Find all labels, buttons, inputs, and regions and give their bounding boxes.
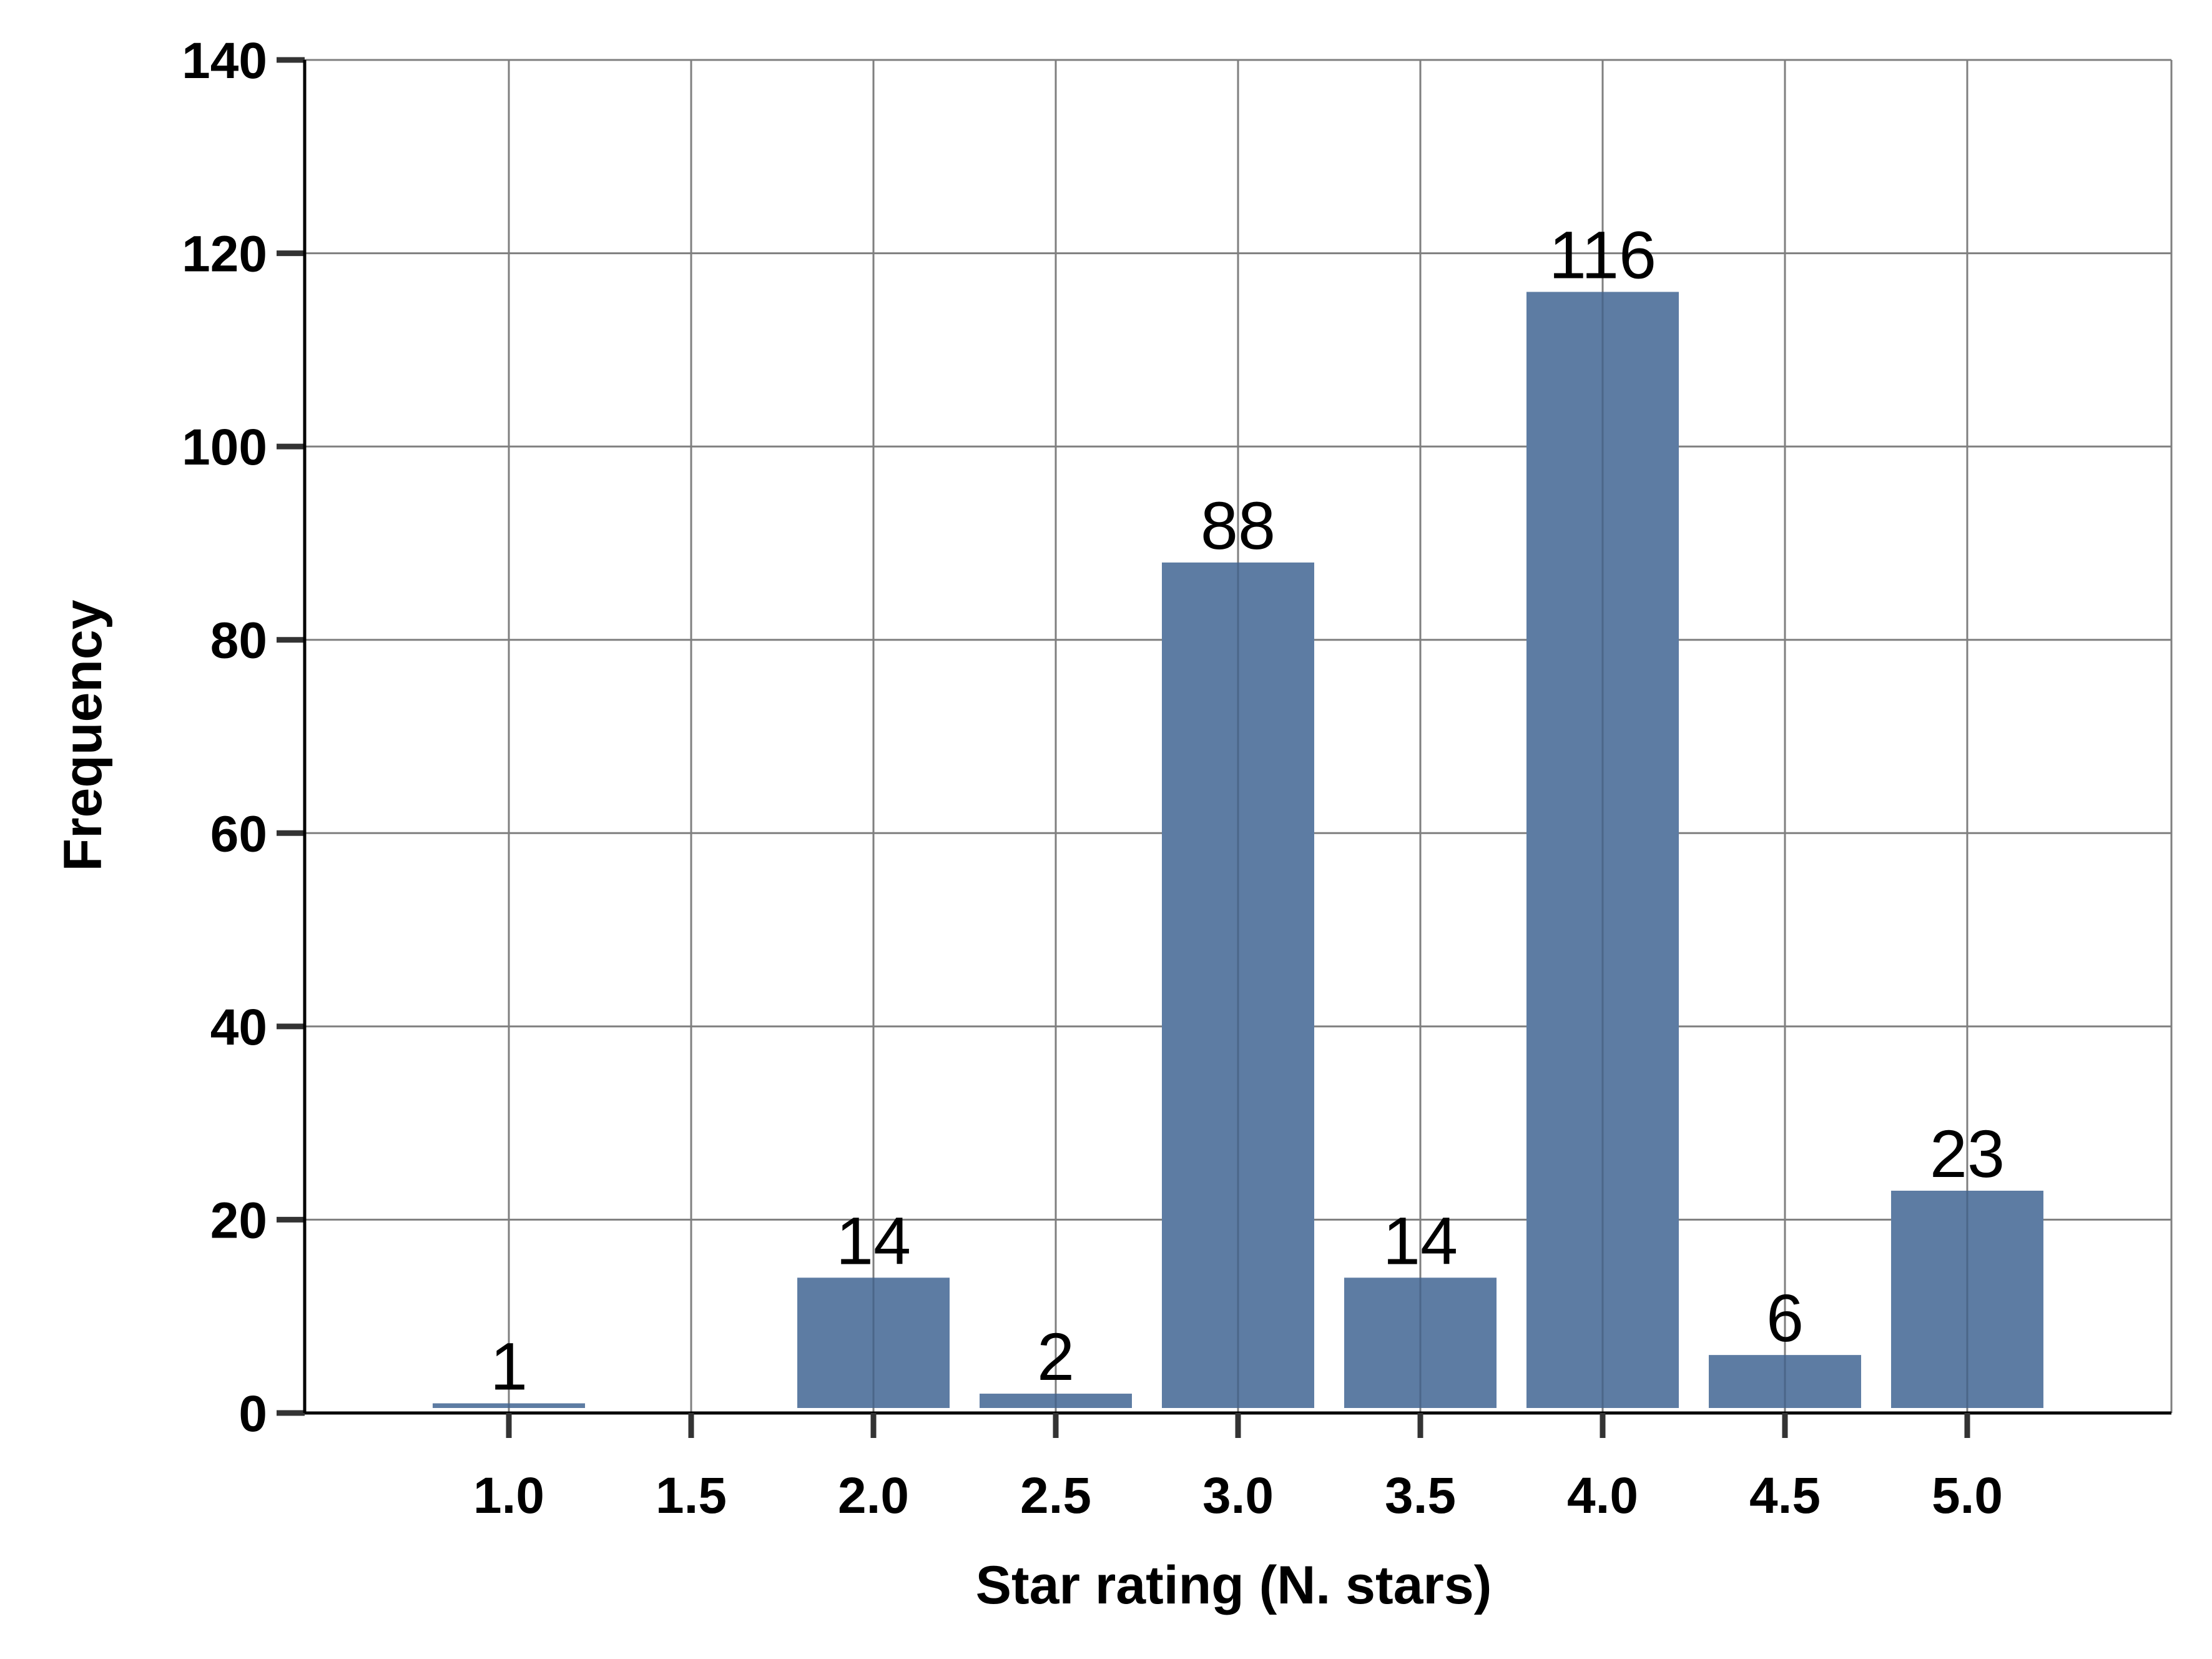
bar-layer <box>433 292 2043 1408</box>
y-tick-label: 60 <box>210 805 267 862</box>
x-tick-label: 3.0 <box>1202 1467 1274 1524</box>
y-tick-label: 20 <box>210 1192 267 1249</box>
y-tick-label: 140 <box>182 32 267 89</box>
data-label: 14 <box>1383 1203 1458 1278</box>
y-tick-label: 120 <box>182 226 267 283</box>
x-tick-label: 4.5 <box>1749 1467 1821 1524</box>
label-layer: 0 20 40 60 80 100 120 140 1 14 2 88 14 116 6 23 1.0 1.5 2.… <box>182 32 2005 1524</box>
data-label: 6 <box>1766 1280 1804 1356</box>
x-axis-title: Star rating (N. stars) <box>976 1555 1492 1615</box>
data-label: 88 <box>1201 488 1276 563</box>
data-label: 2 <box>1037 1319 1074 1394</box>
x-tick-label: 1.0 <box>473 1467 544 1524</box>
x-tick-label: 1.5 <box>656 1467 727 1524</box>
data-label: 23 <box>1930 1116 2005 1191</box>
data-label: 14 <box>836 1203 911 1278</box>
x-tick-label: 2.5 <box>1020 1467 1091 1524</box>
x-tick-label: 2.0 <box>838 1467 909 1524</box>
y-tick-label: 40 <box>210 999 267 1056</box>
y-tick-label: 100 <box>182 419 267 476</box>
x-tick-label: 5.0 <box>1932 1467 2003 1524</box>
y-axis-title: Frequency <box>53 599 113 871</box>
y-tick-label: 80 <box>210 613 267 669</box>
data-label: 1 <box>490 1329 528 1404</box>
data-label: 116 <box>1549 217 1656 292</box>
y-tick-label: 0 <box>238 1386 267 1442</box>
x-tick-label: 4.0 <box>1567 1467 1638 1524</box>
x-tick-label: 3.5 <box>1385 1467 1456 1524</box>
axis-layer <box>277 57 2171 1438</box>
